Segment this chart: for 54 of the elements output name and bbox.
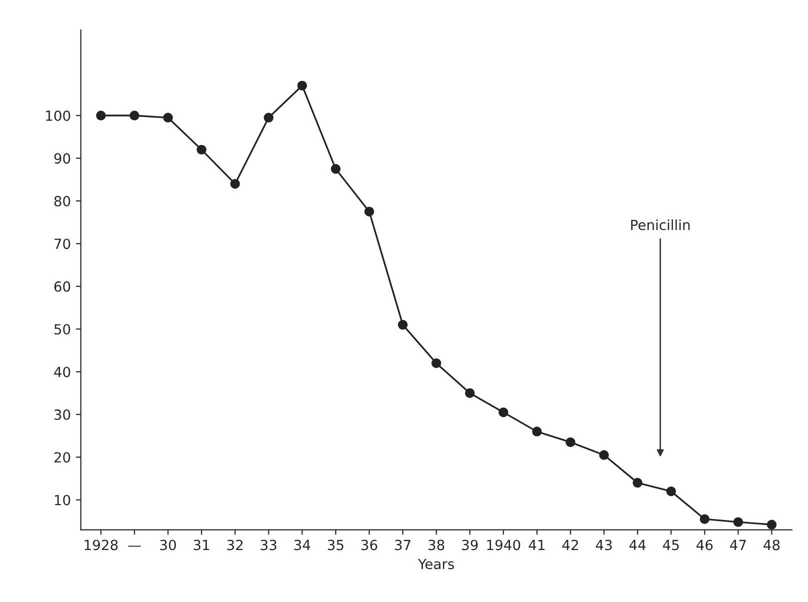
point [264,112,274,123]
point [465,388,475,398]
y-tick-label: 90 [54,153,70,164]
y-tick-label: 40 [54,366,70,378]
point [599,450,609,460]
point [163,112,173,123]
point [733,517,744,527]
x-tick-label: 48 [764,540,780,550]
point [230,178,240,189]
point [666,486,676,496]
x-tick-label: 32 [227,540,243,550]
x-tick-label: 35 [328,540,344,550]
x-tick-label: 36 [361,540,378,550]
x-tick-label: 41 [528,540,544,550]
y-tick-label: 100 [46,110,70,121]
y-tick-label: 10 [54,494,70,506]
x-tick-label: 31 [194,540,210,550]
x-axis-title: Years [418,558,454,570]
x-tick-label: 43 [596,540,612,550]
x-tick-label: 45 [662,540,679,550]
x-tick-label: 38 [428,540,444,550]
y-tick-label: 70 [54,238,70,250]
x-tick-label: 1928 [84,540,118,550]
point [364,206,374,216]
point [766,520,777,530]
y-tick-label: 50 [54,324,70,335]
x-tick-label: 39 [462,540,478,550]
y-tick-label: 30 [54,409,70,420]
point [330,164,341,174]
annotation: Penicillin [631,219,690,230]
point [532,426,542,436]
x-tick-label: 46 [696,540,713,550]
y-tick-label: 20 [54,452,70,463]
x-tick-label: 30 [160,540,176,550]
point [398,320,408,330]
x-tick-label: 47 [730,540,746,550]
x-tick-label: 37 [395,540,410,550]
point [96,110,106,120]
x-tick-label: 33 [260,540,276,550]
x-tick-label: 34 [294,540,310,550]
x-tick-label: 42 [562,540,578,550]
point [431,358,442,368]
point [700,514,710,524]
y-tick-label: 80 [54,196,70,206]
point [297,80,308,90]
point [498,407,508,418]
point [130,110,140,120]
point [632,478,642,488]
point [566,437,576,448]
y-tick-label: 60 [54,281,70,292]
point [196,144,206,155]
x-tick-label: 44 [629,540,646,550]
x-tick-label: 1940 [487,540,520,550]
x-tick-label: — [128,546,141,547]
